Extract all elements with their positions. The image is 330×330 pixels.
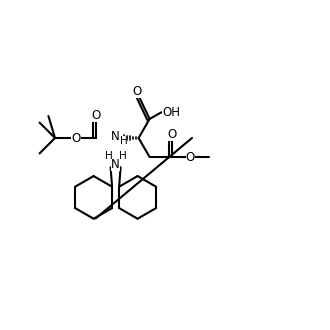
Text: N: N (111, 130, 120, 144)
Text: N: N (111, 158, 120, 171)
Text: O: O (71, 131, 81, 145)
Text: H: H (105, 151, 113, 161)
Text: O: O (132, 85, 141, 98)
Text: H: H (120, 136, 127, 146)
Text: H: H (119, 151, 126, 161)
Text: OH: OH (162, 106, 180, 119)
Text: O: O (91, 109, 100, 121)
Text: O: O (186, 150, 195, 164)
Text: O: O (167, 128, 176, 141)
